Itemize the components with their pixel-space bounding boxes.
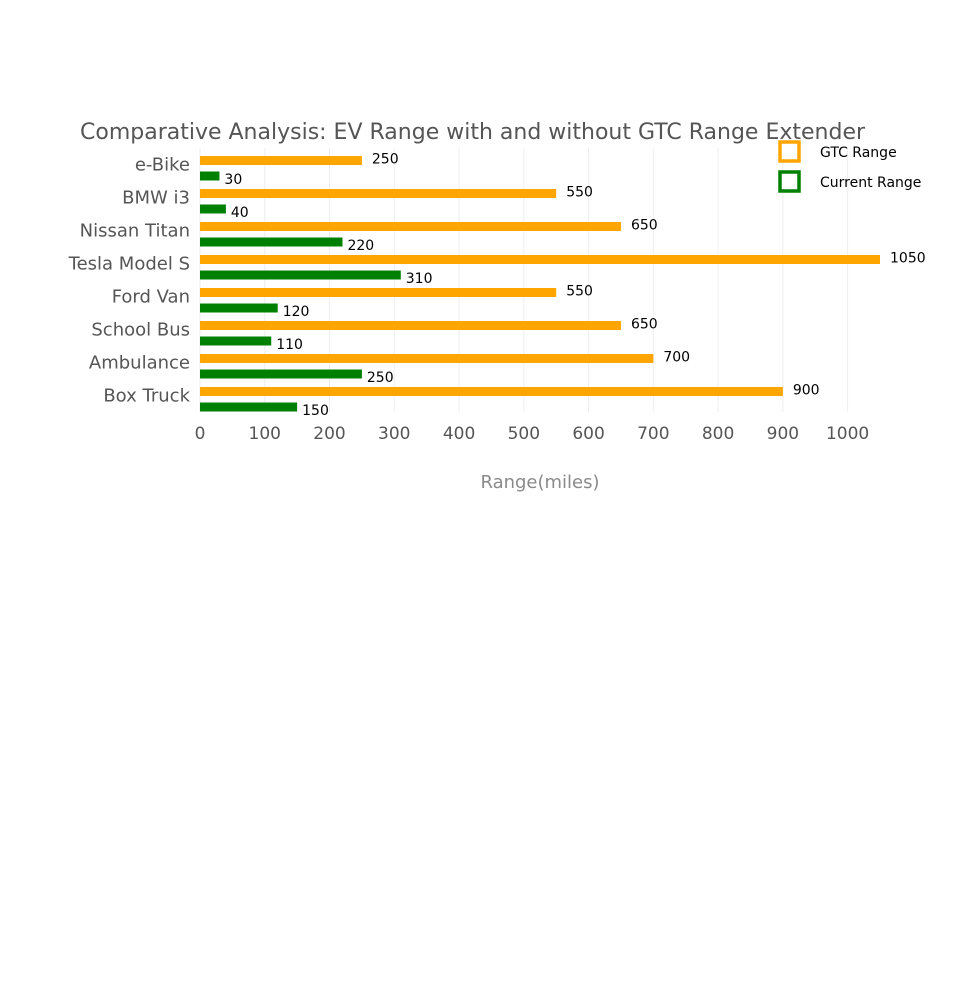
value-label-current: 250 xyxy=(367,370,394,386)
x-tick-label: 100 xyxy=(249,424,281,444)
bar-gtc-range xyxy=(200,321,621,330)
x-tick-label: 200 xyxy=(313,424,345,444)
bar-current-range xyxy=(200,237,343,247)
bar-gtc-range xyxy=(200,387,783,396)
bar-current-range xyxy=(200,402,298,412)
bar-gtc-range xyxy=(200,354,654,363)
value-label-gtc: 650 xyxy=(631,218,658,234)
value-label-current: 150 xyxy=(302,403,329,419)
x-tick-label: 800 xyxy=(702,424,734,444)
x-tick-label: 600 xyxy=(572,424,604,444)
x-tick-label: 0 xyxy=(195,424,206,444)
value-label-gtc: 700 xyxy=(663,350,690,366)
x-tick-label: 700 xyxy=(637,424,669,444)
category-label: Tesla Model S xyxy=(68,254,190,275)
value-label-gtc: 900 xyxy=(793,383,820,399)
category-label: BMW i3 xyxy=(122,188,190,209)
value-label-current: 30 xyxy=(224,172,242,188)
bar-gtc-range xyxy=(200,255,880,264)
legend-swatch xyxy=(778,140,801,163)
value-label-current: 40 xyxy=(231,205,249,221)
category-label: Ford Van xyxy=(112,287,190,308)
bar-gtc-range xyxy=(200,156,362,165)
bar-current-range xyxy=(200,369,362,379)
category-label: Nissan Titan xyxy=(80,221,190,242)
value-label-current: 110 xyxy=(276,337,303,353)
legend-label: Current Range xyxy=(820,175,921,191)
bar-current-range xyxy=(200,270,401,280)
bars xyxy=(200,156,880,412)
value-label-gtc: 550 xyxy=(566,185,593,201)
x-tick-label: 400 xyxy=(443,424,475,444)
x-axis: 0 100 200 300 400 500 600 700 800 900 1000 xyxy=(195,424,870,444)
value-label-current: 120 xyxy=(283,304,310,320)
legend: GTC Range Current Range xyxy=(778,140,921,193)
bar-gtc-range xyxy=(200,288,557,297)
category-label: Box Truck xyxy=(103,386,190,407)
legend-swatch xyxy=(778,170,801,193)
x-tick-label: 1000 xyxy=(826,424,869,444)
value-label-current: 310 xyxy=(406,271,433,287)
bar-current-range xyxy=(200,303,278,313)
value-label-gtc: 1050 xyxy=(890,251,926,267)
bar-current-range xyxy=(200,204,226,214)
bar-gtc-range xyxy=(200,222,621,231)
x-tick-label: 900 xyxy=(767,424,799,444)
value-label-gtc: 250 xyxy=(372,152,399,168)
category-label: Ambulance xyxy=(89,353,190,374)
x-tick-label: 500 xyxy=(508,424,540,444)
bar-current-range xyxy=(200,336,272,346)
chart-title: Comparative Analysis: EV Range with and … xyxy=(80,120,866,145)
legend-label: GTC Range xyxy=(820,145,897,161)
value-label-gtc: 650 xyxy=(631,317,658,333)
labels: 250 30 e-Bike 550 40 BMW i3 650 220 Nissan Titan… xyxy=(68,152,926,420)
bar-current-range xyxy=(200,171,220,181)
value-label-gtc: 550 xyxy=(566,284,593,300)
bar-gtc-range xyxy=(200,189,557,198)
x-axis-title: Range(miles) xyxy=(480,472,599,493)
x-tick-label: 300 xyxy=(378,424,410,444)
value-label-current: 220 xyxy=(347,238,374,254)
category-label: School Bus xyxy=(91,320,190,341)
category-label: e-Bike xyxy=(135,155,190,176)
